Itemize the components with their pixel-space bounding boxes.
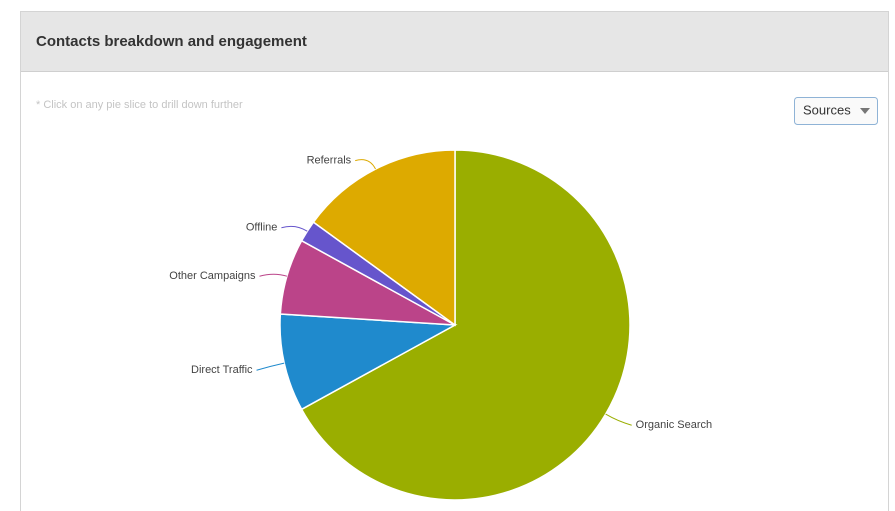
slice-label: Direct Traffic [191, 364, 253, 376]
dropdown-label[interactable]: Sources [803, 102, 851, 117]
dropdown-box[interactable] [794, 97, 878, 125]
panel-header [21, 12, 888, 71]
label-connector [259, 273, 288, 277]
panel-title: Contacts breakdown and engagement [36, 33, 307, 50]
hint-note: * Click on any pie slice to drill down f… [36, 99, 243, 111]
pie-chart: Organic Search Direct Traffic Other Campai… [169, 149, 712, 501]
sources-dropdown[interactable]: Sources [794, 97, 878, 125]
label-connector [355, 159, 376, 170]
pie-slice[interactable] [279, 313, 458, 411]
dropdown-arrow[interactable] [860, 108, 870, 114]
label-connector [256, 362, 285, 371]
slice-label: Organic Search [636, 419, 712, 431]
slice-label: Other Campaigns [169, 270, 256, 282]
label-connector [281, 225, 308, 232]
pie-slice[interactable] [300, 149, 631, 501]
slice-label: Offline [246, 222, 278, 234]
slice-label: Referrals [307, 155, 352, 167]
pie-slice[interactable] [312, 149, 456, 327]
label-connector [605, 413, 632, 426]
